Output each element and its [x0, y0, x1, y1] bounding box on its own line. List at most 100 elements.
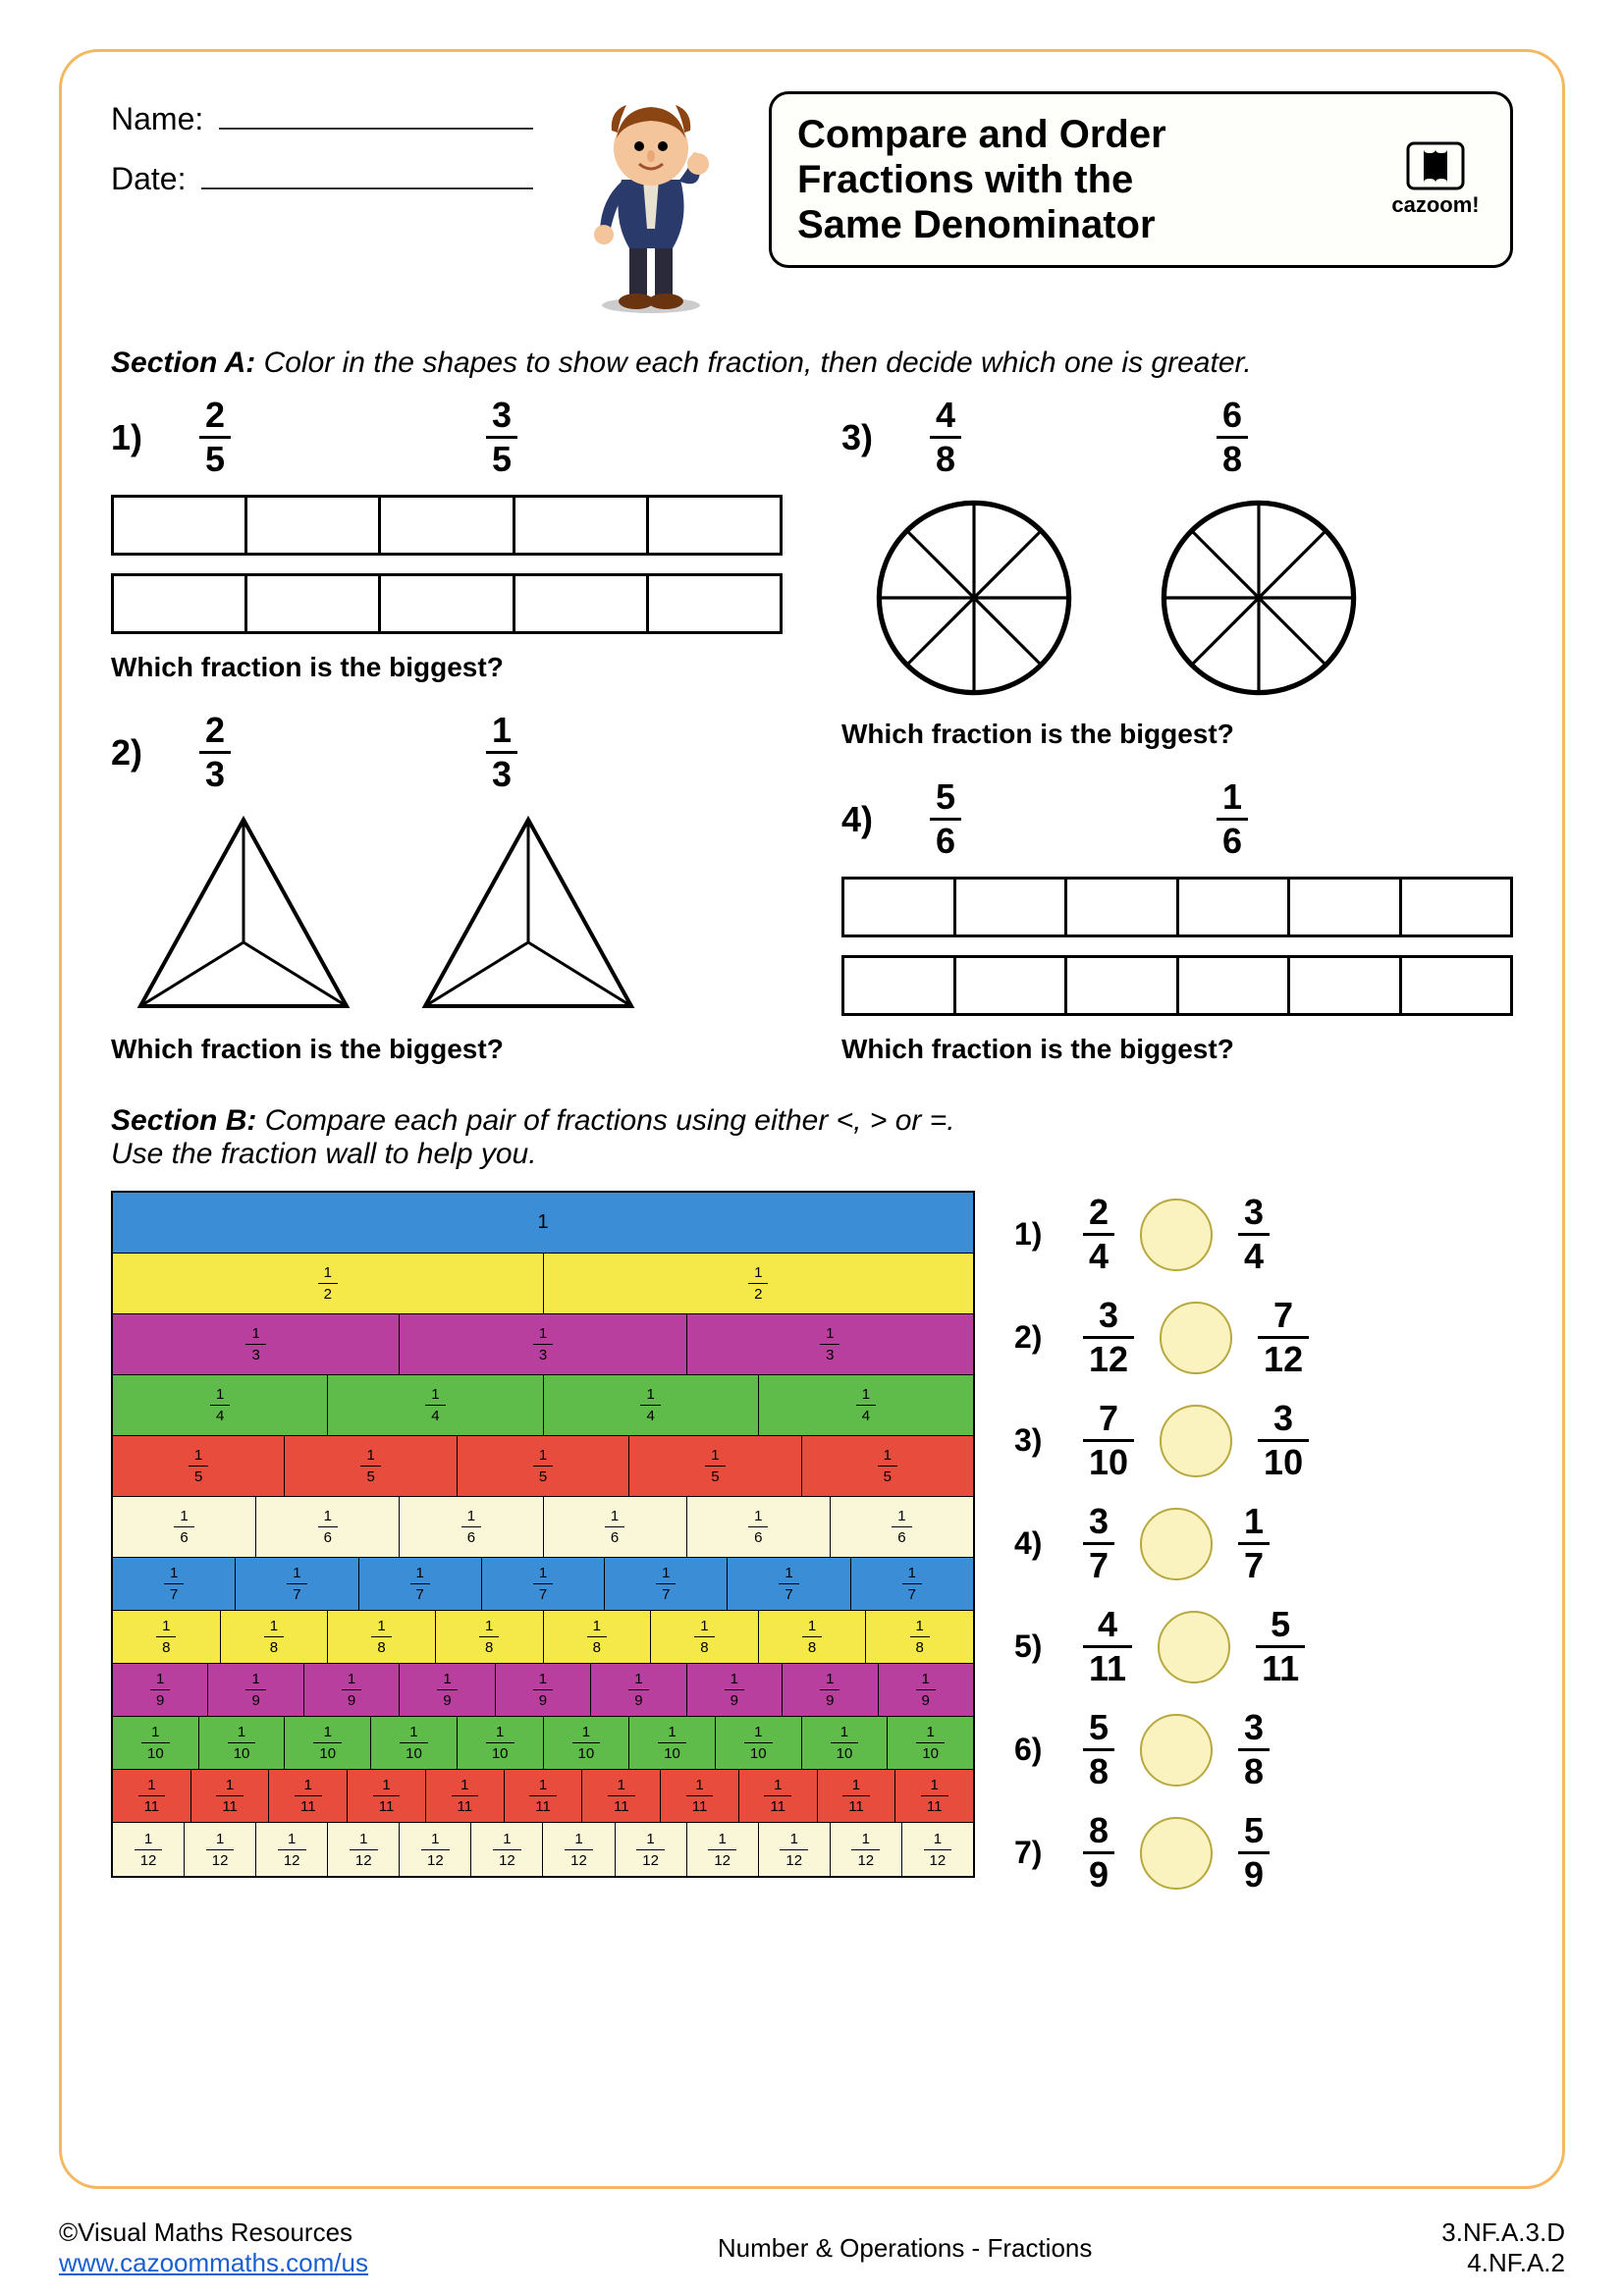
- shape-area[interactable]: [841, 877, 1513, 1016]
- wall-row: 110110110110110110110110110110: [113, 1717, 973, 1770]
- wall-row: 131313: [113, 1314, 973, 1375]
- section-b: 1121213131314141414151515151516161616161…: [111, 1191, 1513, 1893]
- problem-number: 2): [111, 732, 160, 774]
- wall-cell: 19: [400, 1664, 495, 1716]
- wall-cell: 18: [544, 1611, 652, 1663]
- compare-row: 7) 89 59: [1014, 1813, 1513, 1893]
- wall-row: 14141414: [113, 1375, 973, 1436]
- wall-cell: 111: [426, 1770, 505, 1822]
- compare-list: 1) 24 34 2) 312 712 3) 710 310 4) 37 17 …: [1014, 1191, 1513, 1893]
- answer-circle[interactable]: [1140, 1199, 1213, 1271]
- shape-area[interactable]: [841, 495, 1513, 701]
- title-box: Compare and Order Fractions with the Sam…: [769, 91, 1513, 268]
- cazoom-logo: cazoom!: [1386, 141, 1485, 218]
- wall-cell: 18: [436, 1611, 544, 1663]
- wall-cell: 111: [739, 1770, 818, 1822]
- wall-cell: 13: [687, 1314, 973, 1374]
- wall-cell: 16: [256, 1497, 400, 1557]
- wall-cell: 16: [687, 1497, 831, 1557]
- wall-cell: 19: [687, 1664, 783, 1716]
- wall-cell: 15: [285, 1436, 457, 1496]
- wall-cell: 13: [400, 1314, 686, 1374]
- biggest-question: Which fraction is the biggest?: [111, 1034, 783, 1065]
- wall-cell: 110: [802, 1717, 889, 1769]
- wall-cell: 19: [496, 1664, 591, 1716]
- compare-row: 4) 37 17: [1014, 1504, 1513, 1583]
- wall-cell: 19: [113, 1664, 208, 1716]
- compare-row: 5) 411 511: [1014, 1607, 1513, 1686]
- problem: 2) 23 13 Which fraction is the biggest?: [111, 713, 783, 1065]
- wall-cell: 15: [113, 1436, 285, 1496]
- wall-cell: 112: [831, 1823, 902, 1876]
- compare-number: 5): [1014, 1629, 1057, 1665]
- answer-circle[interactable]: [1140, 1508, 1213, 1580]
- answer-circle[interactable]: [1140, 1817, 1213, 1890]
- wall-cell: 12: [544, 1254, 974, 1313]
- wall-cell: 112: [328, 1823, 400, 1876]
- compare-number: 3): [1014, 1422, 1057, 1459]
- wall-cell: 112: [185, 1823, 256, 1876]
- wall-row: 111111111111111111111111111111111: [113, 1770, 973, 1823]
- wall-cell: 112: [687, 1823, 759, 1876]
- answer-circle[interactable]: [1160, 1405, 1232, 1477]
- wall-cell: 111: [661, 1770, 739, 1822]
- answer-circle[interactable]: [1158, 1611, 1230, 1683]
- answer-circle[interactable]: [1140, 1714, 1213, 1787]
- wall-cell: 16: [831, 1497, 973, 1557]
- wall-cell: 112: [400, 1823, 471, 1876]
- wall-cell: 112: [902, 1823, 973, 1876]
- footer-url[interactable]: www.cazoommaths.com/us: [59, 2248, 368, 2278]
- wall-cell: 112: [616, 1823, 687, 1876]
- wall-cell: 18: [651, 1611, 759, 1663]
- wall-cell: 16: [400, 1497, 543, 1557]
- wall-cell: 111: [582, 1770, 661, 1822]
- wall-cell: 110: [458, 1717, 544, 1769]
- section-b-intro: Section B: Compare each pair of fraction…: [111, 1104, 1513, 1171]
- problem-number: 4): [841, 799, 891, 840]
- fraction-wall: 1121213131314141414151515151516161616161…: [111, 1191, 975, 1878]
- wall-row: 1515151515: [113, 1436, 973, 1497]
- wall-cell: 112: [256, 1823, 328, 1876]
- wall-row: 1: [113, 1193, 973, 1254]
- name-date-block: Name: Date:: [111, 91, 533, 221]
- wall-cell: 13: [113, 1314, 400, 1374]
- compare-row: 3) 710 310: [1014, 1401, 1513, 1480]
- wall-cell: 110: [888, 1717, 973, 1769]
- wall-cell: 14: [759, 1375, 973, 1435]
- section-a-intro: Section A: Color in the shapes to show e…: [111, 347, 1513, 380]
- wall-cell: 111: [269, 1770, 348, 1822]
- wall-cell: 111: [505, 1770, 583, 1822]
- compare-row: 6) 58 38: [1014, 1710, 1513, 1789]
- wall-row: 112112112112112112112112112112112112: [113, 1823, 973, 1876]
- wall-cell: 18: [221, 1611, 329, 1663]
- date-label: Date:: [111, 161, 186, 197]
- wall-cell: 16: [113, 1497, 256, 1557]
- answer-circle[interactable]: [1160, 1302, 1232, 1374]
- wall-cell: 111: [818, 1770, 896, 1822]
- name-input-line[interactable]: [219, 102, 533, 130]
- name-label: Name:: [111, 101, 203, 137]
- footer-topic: Number & Operations - Fractions: [718, 2233, 1092, 2264]
- shape-area[interactable]: [111, 495, 783, 634]
- wall-cell: 19: [879, 1664, 973, 1716]
- date-input-line[interactable]: [201, 162, 533, 189]
- wall-cell: 110: [199, 1717, 286, 1769]
- wall-cell: 1: [113, 1193, 973, 1253]
- wall-row: 1818181818181818: [113, 1611, 973, 1664]
- copyright: ©Visual Maths Resources: [59, 2217, 368, 2248]
- wall-cell: 15: [458, 1436, 629, 1496]
- wall-cell: 14: [544, 1375, 759, 1435]
- wall-cell: 110: [629, 1717, 716, 1769]
- wall-cell: 15: [802, 1436, 973, 1496]
- compare-number: 6): [1014, 1732, 1057, 1768]
- shape-area[interactable]: [111, 810, 783, 1016]
- wall-cell: 110: [113, 1717, 199, 1769]
- wall-cell: 111: [191, 1770, 270, 1822]
- wall-row: 1212: [113, 1254, 973, 1314]
- section-a: 1) 25 35 Which fraction is the biggest? …: [111, 398, 1513, 1065]
- problem-number: 1): [111, 417, 160, 458]
- worksheet-title: Compare and Order Fractions with the Sam…: [797, 112, 1166, 247]
- wall-cell: 14: [328, 1375, 543, 1435]
- wall-cell: 17: [728, 1558, 850, 1610]
- mascot-icon: [553, 91, 749, 317]
